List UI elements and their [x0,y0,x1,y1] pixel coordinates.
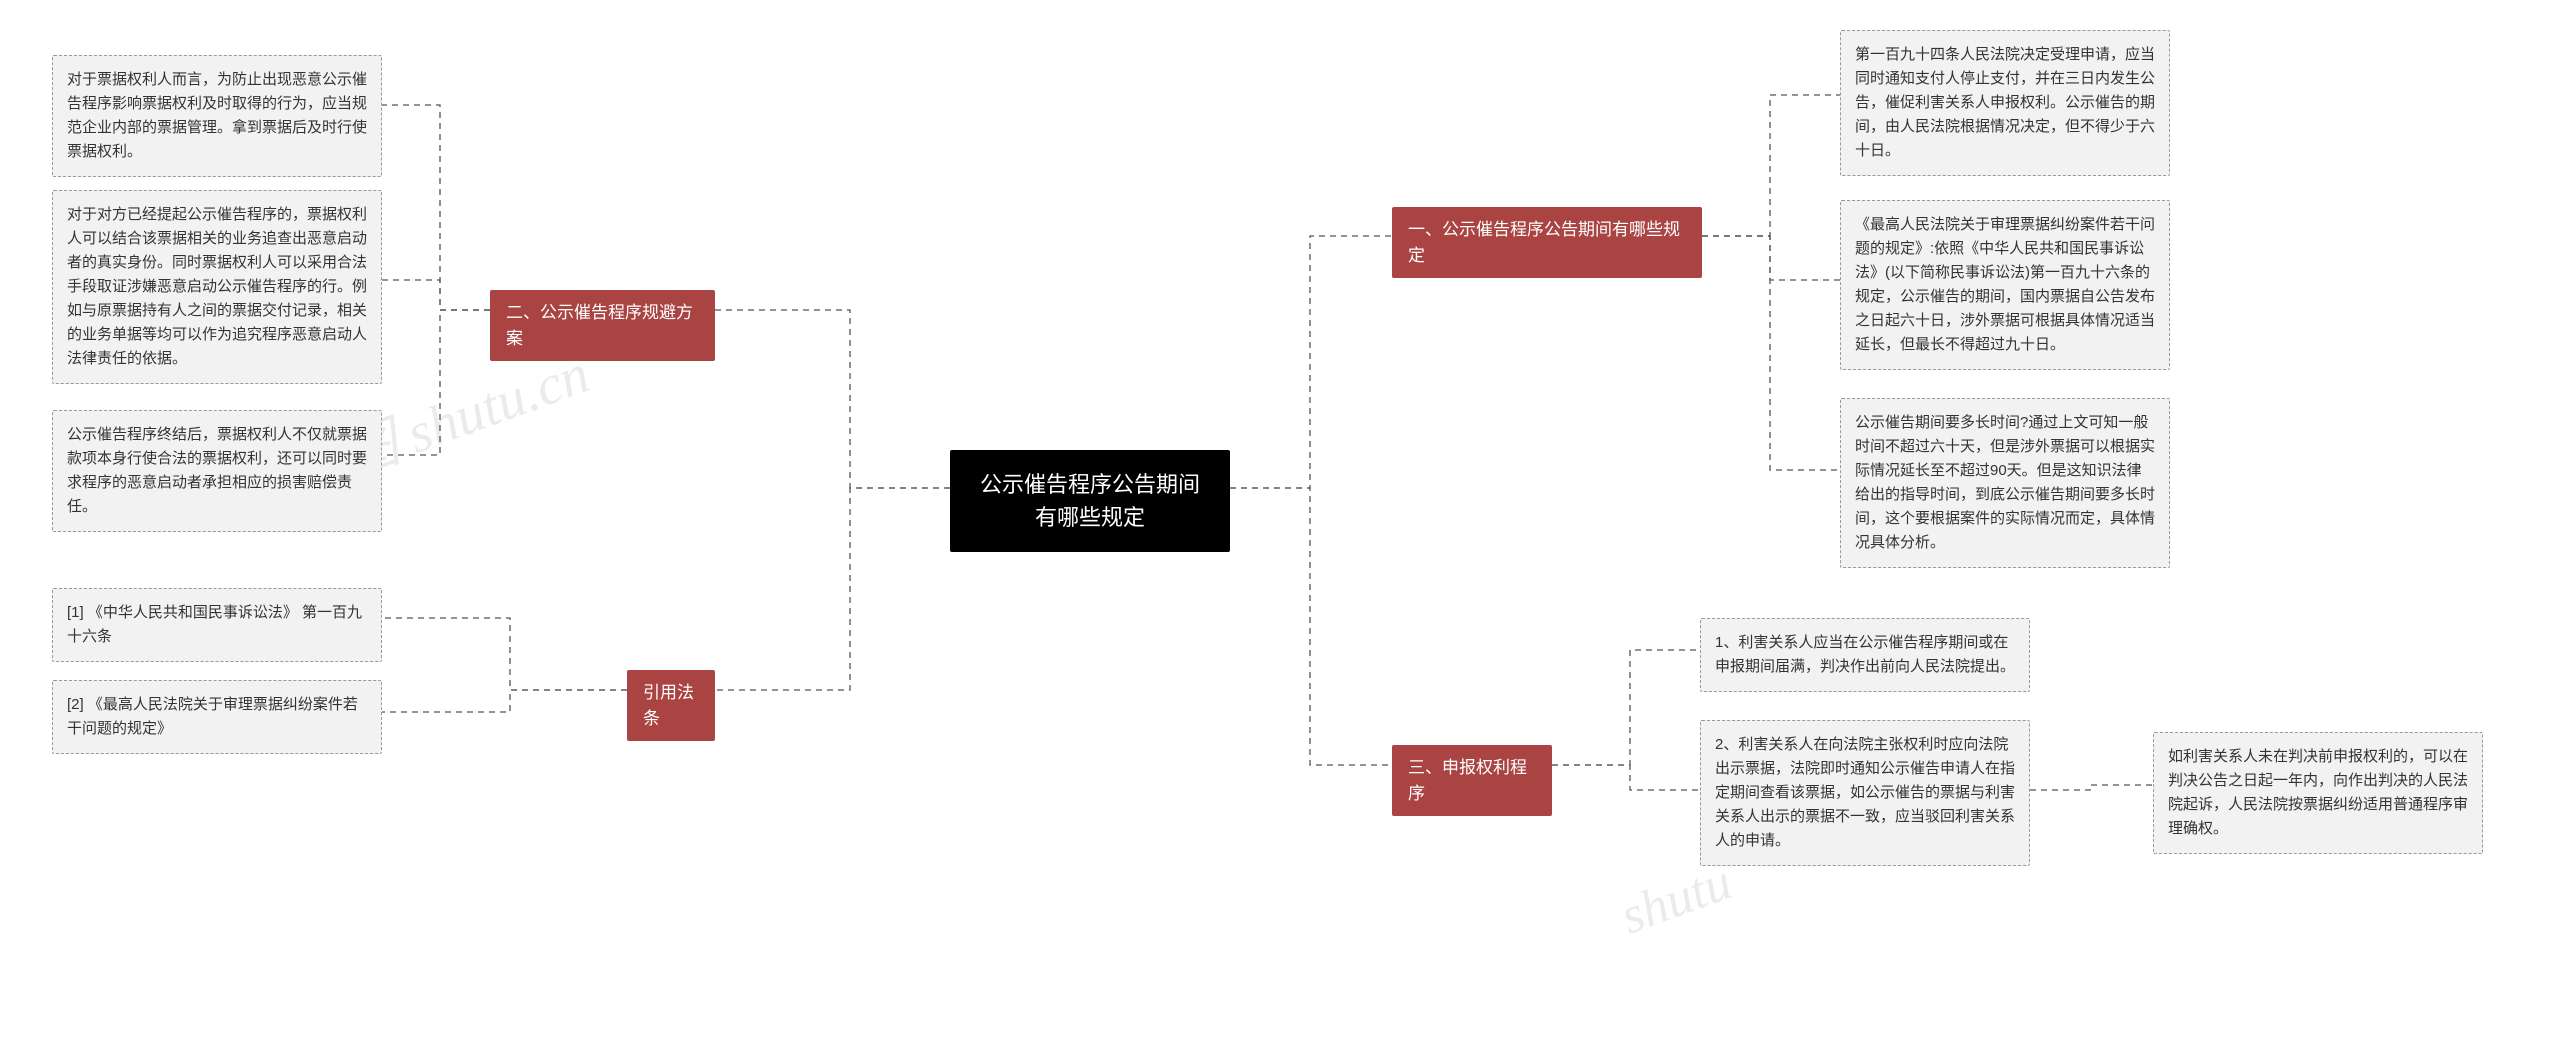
branch-1: 一、公示催告程序公告期间有哪些规定 [1392,207,1702,278]
leaf-3-2-1: 如利害关系人未在判决前申报权利的，可以在判决公告之日起一年内，向作出判决的人民法… [2153,732,2483,854]
leaf-3-2: 2、利害关系人在向法院主张权利时应向法院出示票据，法院即时通知公示催告申请人在指… [1700,720,2030,866]
leaf-4-2: [2] 《最高人民法院关于审理票据纠纷案件若干问题的规定》 [52,680,382,754]
leaf-1-1: 第一百九十四条人民法院决定受理申请，应当同时通知支付人停止支付，并在三日内发生公… [1840,30,2170,176]
leaf-2-1: 对于票据权利人而言，为防止出现恶意公示催告程序影响票据权利及时取得的行为，应当规… [52,55,382,177]
center-node: 公示催告程序公告期间有哪些规定 [950,450,1230,552]
leaf-2-2: 对于对方已经提起公示催告程序的，票据权利人可以结合该票据相关的业务追查出恶意启动… [52,190,382,384]
leaf-3-1: 1、利害关系人应当在公示催告程序期间或在申报期间届满，判决作出前向人民法院提出。 [1700,618,2030,692]
leaf-1-3: 公示催告期间要多长时间?通过上文可知一般时间不超过六十天，但是涉外票据可以根据实… [1840,398,2170,568]
branch-3: 三、申报权利程序 [1392,745,1552,816]
branch-2: 二、公示催告程序规避方案 [490,290,715,361]
connector-lines [330,0,2560,1037]
leaf-1-2: 《最高人民法院关于审理票据纠纷案件若干问题的规定》:依照《中华人民共和国民事诉讼… [1840,200,2170,370]
branch-4: 引用法条 [627,670,715,741]
leaf-2-3: 公示催告程序终结后，票据权利人不仅就票据款项本身行使合法的票据权利，还可以同时要… [52,410,382,532]
leaf-4-1: [1] 《中华人民共和国民事诉讼法》 第一百九十六条 [52,588,382,662]
